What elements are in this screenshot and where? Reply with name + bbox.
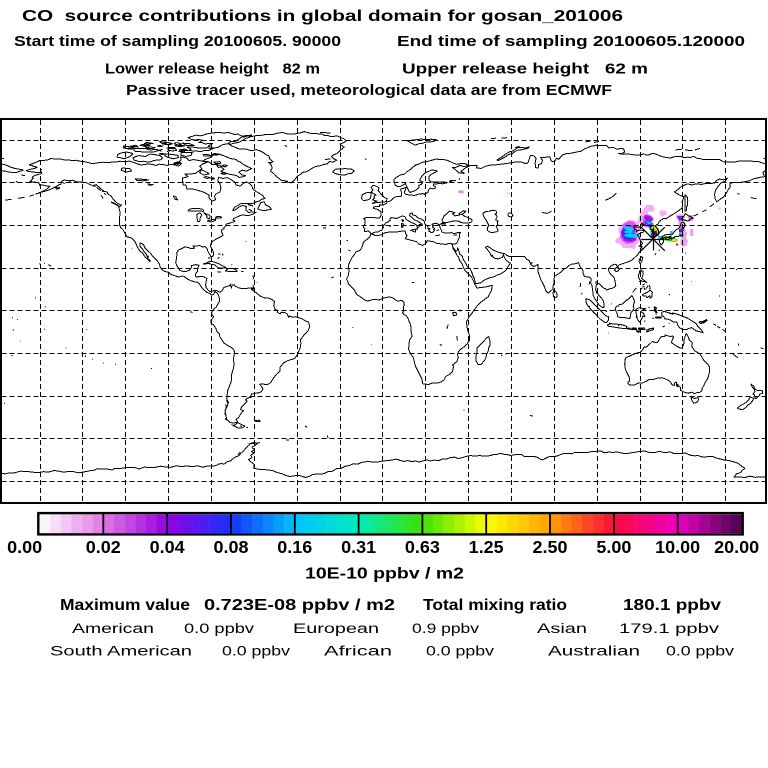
svg-text:0.63: 0.63: [405, 537, 440, 557]
svg-text:End time of sampling 20100605.: End time of sampling 20100605.120000: [397, 33, 745, 50]
svg-text:0.723E-08 ppbv / m2: 0.723E-08 ppbv / m2: [204, 597, 395, 614]
svg-text:10.00: 10.00: [655, 537, 700, 557]
svg-text:0.9 ppbv: 0.9 ppbv: [412, 621, 479, 636]
svg-text:0.31: 0.31: [341, 537, 376, 557]
svg-text:0.0 ppbv: 0.0 ppbv: [222, 644, 290, 659]
svg-text:African: African: [324, 644, 392, 659]
svg-text:Asian: Asian: [537, 621, 587, 636]
svg-text:1.25: 1.25: [469, 537, 504, 557]
svg-text:0.16: 0.16: [277, 537, 312, 557]
svg-text:2.50: 2.50: [533, 537, 568, 557]
svg-text:American: American: [72, 621, 154, 636]
svg-text:0.0 ppbv: 0.0 ppbv: [184, 621, 254, 636]
svg-text:180.1 ppbv: 180.1 ppbv: [623, 597, 721, 614]
svg-text:Maximum value: Maximum value: [60, 597, 190, 614]
svg-text:South American: South American: [50, 644, 192, 659]
svg-text:179.1 ppbv: 179.1 ppbv: [619, 621, 719, 636]
svg-text:Passive tracer used, meteorolo: Passive tracer used, meteorological data…: [126, 82, 612, 99]
svg-text:0.02: 0.02: [86, 537, 121, 557]
svg-text:Upper release height 62 m: Upper release height 62 m: [402, 61, 648, 78]
svg-text:Total mixing ratio: Total mixing ratio: [423, 597, 567, 614]
svg-text:0.08: 0.08: [214, 537, 249, 557]
svg-text:5.00: 5.00: [596, 537, 631, 557]
svg-text:0.0 ppbv: 0.0 ppbv: [666, 644, 734, 659]
svg-text:CO source contributions in gl: CO source contributions in global domain…: [22, 8, 623, 25]
svg-text:0.00: 0.00: [7, 537, 42, 557]
svg-text:0.0 ppbv: 0.0 ppbv: [426, 644, 494, 659]
svg-text:Lower release height 82 m: Lower release height 82 m: [105, 61, 320, 78]
svg-text:0.04: 0.04: [150, 537, 185, 557]
svg-text:20.00: 20.00: [714, 537, 759, 557]
svg-text:10E-10 ppbv / m2: 10E-10 ppbv / m2: [305, 566, 464, 583]
svg-text:Start time of sampling 2010060: Start time of sampling 20100605. 90000: [14, 33, 341, 50]
svg-text:Australian: Australian: [548, 644, 640, 659]
svg-text:European: European: [293, 621, 379, 636]
